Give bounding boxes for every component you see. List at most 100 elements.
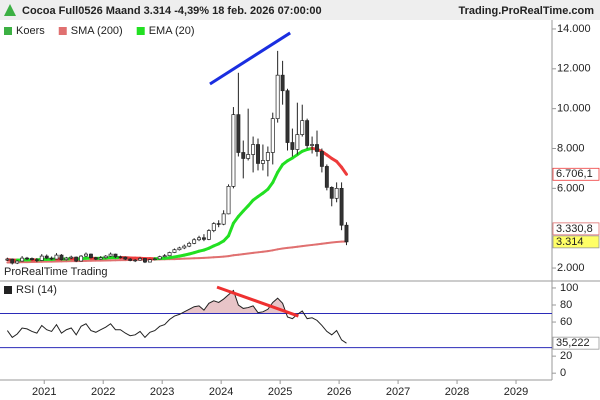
candle-body <box>128 258 133 261</box>
candle-body <box>162 255 167 258</box>
candle-body <box>329 187 334 199</box>
legend-icon <box>58 27 67 35</box>
candle-body <box>84 253 88 257</box>
candle-body <box>231 114 236 187</box>
candle-body <box>54 254 59 260</box>
rsi-fill <box>7 290 347 314</box>
rsi-tick-label: 60 <box>560 316 572 328</box>
candle-body <box>98 257 103 260</box>
candle-body <box>226 186 231 215</box>
indicator-segment <box>227 221 235 238</box>
candle-body <box>270 118 275 153</box>
candle-body <box>201 237 206 240</box>
chart-title: Cocoa Full0526 Maand 3.314 -4,39% 18 feb… <box>22 5 322 17</box>
candle-body <box>30 258 34 261</box>
candle-body <box>241 152 246 159</box>
candle-body <box>192 239 197 244</box>
candle-body <box>319 151 324 167</box>
rsi-legend-icon <box>4 286 12 294</box>
candle-body <box>236 114 241 153</box>
candle-body <box>49 257 54 260</box>
candle-body <box>206 230 211 240</box>
candle-body <box>59 254 64 261</box>
candle-body <box>339 188 344 226</box>
candle-body <box>152 258 157 261</box>
candle-body <box>39 255 44 261</box>
candle-body <box>211 223 216 231</box>
rsi-tick-label: 20 <box>560 350 572 362</box>
candle-body <box>138 258 143 261</box>
candle-body <box>118 256 123 259</box>
candle-body <box>305 120 310 146</box>
x-tick-label: 2023 <box>150 386 174 398</box>
rsi-tick-label: 100 <box>560 282 578 294</box>
candle-body <box>251 144 256 155</box>
x-tick-label: 2028 <box>445 386 469 398</box>
header-bar <box>0 0 600 20</box>
candle-body <box>25 257 29 260</box>
legend-icon <box>4 27 12 35</box>
rsi-line <box>6 289 347 344</box>
y-tick-label: 2.000 <box>557 262 585 274</box>
candle-body <box>123 256 128 260</box>
x-tick-label: 2021 <box>32 386 56 398</box>
candle-body <box>177 247 182 251</box>
rsi-legend: RSI (14) <box>16 284 57 296</box>
indicator-segment <box>276 163 285 174</box>
candle-body <box>20 257 25 262</box>
candle-body <box>324 166 329 188</box>
candle-body <box>315 144 319 152</box>
candle-body <box>246 154 251 159</box>
candle-body <box>69 256 74 259</box>
legend-label: Koers <box>16 25 45 37</box>
candle-body <box>290 142 295 150</box>
candle-body <box>280 74 285 92</box>
candle-body <box>187 242 192 247</box>
last-value-box <box>552 336 600 350</box>
candle-body <box>5 258 10 261</box>
x-tick-label: 2027 <box>386 386 410 398</box>
candle-body <box>197 237 201 241</box>
candle-body <box>44 255 49 259</box>
candle-body <box>172 249 177 253</box>
trendline <box>216 285 299 318</box>
candle-body <box>34 259 39 261</box>
candle-body <box>113 253 118 258</box>
candle-body <box>74 256 79 262</box>
last-value-box <box>552 222 600 236</box>
candle-body <box>167 252 172 257</box>
last-value-label: 6.706,1 <box>556 168 593 180</box>
candle-body <box>88 253 93 259</box>
candle-body <box>300 120 305 135</box>
candle-body <box>285 90 290 143</box>
candle-body <box>260 160 265 164</box>
candle-body <box>147 259 152 263</box>
candle-body <box>334 188 339 199</box>
candle-body <box>143 258 147 263</box>
last-value-label: 35,222 <box>556 337 590 349</box>
trendline <box>209 31 291 86</box>
x-tick-label: 2025 <box>268 386 292 398</box>
x-tick-label: 2024 <box>209 386 233 398</box>
candle-body <box>133 259 138 262</box>
y-tick-label: 12.000 <box>557 63 591 75</box>
y-tick-label: 14.000 <box>557 23 591 35</box>
candle-body <box>310 144 315 146</box>
candle-body <box>15 260 20 264</box>
rsi-tick-label: 80 <box>560 299 572 311</box>
legend-icon <box>136 27 145 35</box>
candle-body <box>157 256 162 260</box>
y-tick-label: 10.000 <box>557 103 591 115</box>
rsi-tick-label: 0 <box>560 367 566 379</box>
candle-body <box>108 253 113 257</box>
candle-body <box>275 74 280 119</box>
y-tick-label: 6.000 <box>557 182 585 194</box>
candle-body <box>79 255 84 262</box>
candle-body <box>10 258 15 264</box>
candle-body <box>182 245 187 249</box>
candle-body <box>103 255 108 259</box>
candle-body <box>64 257 69 261</box>
indicator-segment <box>271 170 280 185</box>
